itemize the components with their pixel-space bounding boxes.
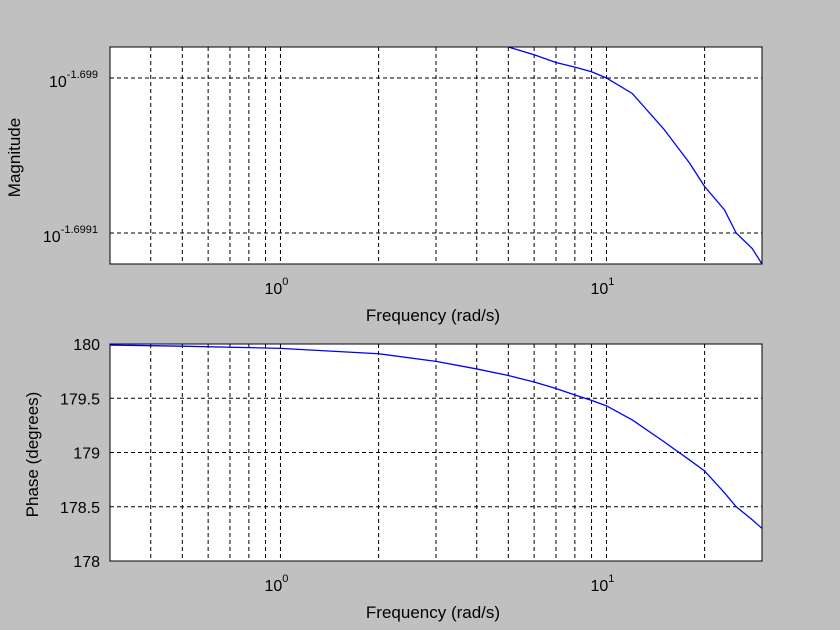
- y-tick-label: 180: [73, 337, 100, 354]
- x-tick-label: 100: [264, 276, 288, 298]
- x-tick-label: 101: [590, 276, 614, 298]
- x-tick-label: 100: [264, 573, 288, 595]
- y-tick-label: 10-1.699: [49, 69, 98, 91]
- y-tick-label: 179.5: [60, 391, 100, 408]
- y-tick-label: 178.5: [60, 500, 100, 517]
- plot-panel-phase: 100 101 180 179.5 179 178.5 178 Frequency (rad/…: [23, 337, 763, 622]
- y-axis-label-phase: Phase (degrees): [23, 392, 42, 518]
- axes-frame-magnitude: [109, 46, 763, 265]
- axes-frame-phase: [109, 343, 763, 562]
- series-line-phase-0: [110, 344, 762, 529]
- y-tick-label: 10-1.6991: [43, 224, 98, 246]
- y-tick-label: 179: [73, 446, 100, 463]
- series-line-magnitude-0: [505, 47, 762, 264]
- y-axis-label-magnitude: Magnitude: [5, 118, 24, 197]
- y-tick-label: 178: [73, 554, 100, 571]
- x-tick-label: 101: [590, 573, 614, 595]
- plot-panel-magnitude: 100 101 10-1.699 10-1.6991 Frequency (rad/s)…: [5, 46, 763, 325]
- x-axis-label-phase: Frequency (rad/s): [366, 603, 500, 622]
- x-axis-label-magnitude: Frequency (rad/s): [366, 306, 500, 325]
